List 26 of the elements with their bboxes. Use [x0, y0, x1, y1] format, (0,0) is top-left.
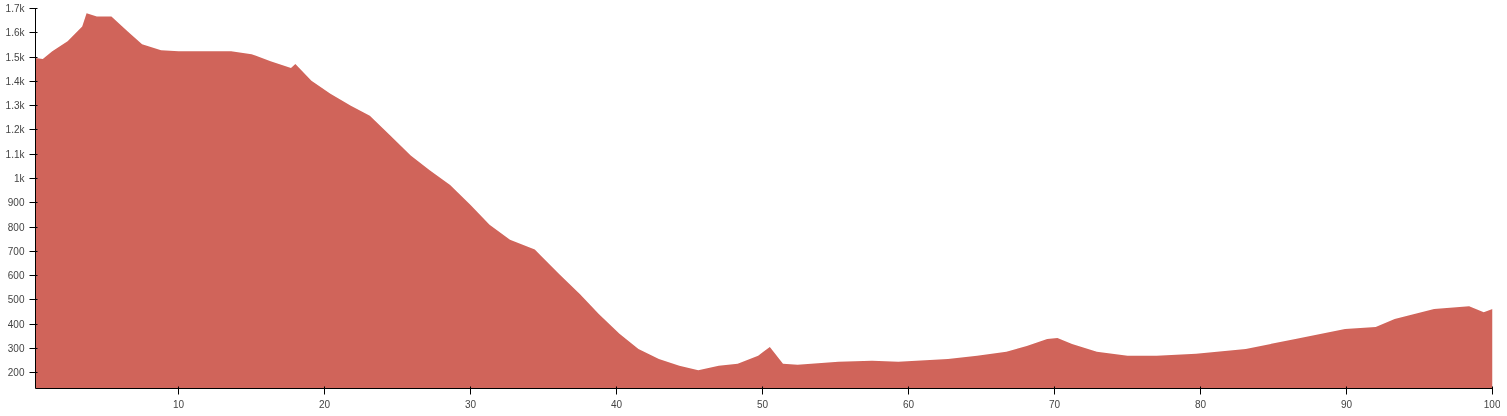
y-tick-label: 600 — [7, 270, 25, 282]
y-tick-label: 900 — [7, 197, 25, 209]
y-tick-label: 500 — [7, 294, 25, 306]
y-tick-label: 1k — [13, 172, 26, 184]
y-tick-label: 800 — [7, 221, 25, 233]
y-tick-label: 1.6k — [5, 27, 26, 39]
x-tick-label: 20 — [319, 398, 331, 410]
x-tick-label: 70 — [1048, 398, 1061, 410]
y-tick-label: 1.2k — [5, 124, 26, 136]
x-tick-label: 80 — [1194, 398, 1207, 410]
x-tick-label: 60 — [902, 398, 915, 410]
y-tick-label: 700 — [7, 245, 25, 257]
y-tick-label: 1.1k — [5, 148, 26, 160]
y-tick-label: 400 — [7, 318, 25, 330]
y-tick-label: 1.7k — [5, 3, 26, 14]
x-tick-label: 100 — [1483, 398, 1501, 410]
y-tick-label: 1.4k — [5, 75, 26, 87]
y-tick-label: 200 — [7, 367, 25, 379]
y-tick-label: 1.3k — [5, 100, 26, 112]
x-tick-label: 90 — [1340, 398, 1353, 410]
x-tick-label: 10 — [173, 398, 185, 410]
y-tick-label: 300 — [7, 342, 25, 354]
y-tick-label: 1.5k — [5, 51, 26, 63]
x-tick-label: 30 — [464, 398, 477, 410]
x-tick-label: 50 — [756, 398, 769, 410]
x-tick-label: 40 — [610, 398, 623, 410]
